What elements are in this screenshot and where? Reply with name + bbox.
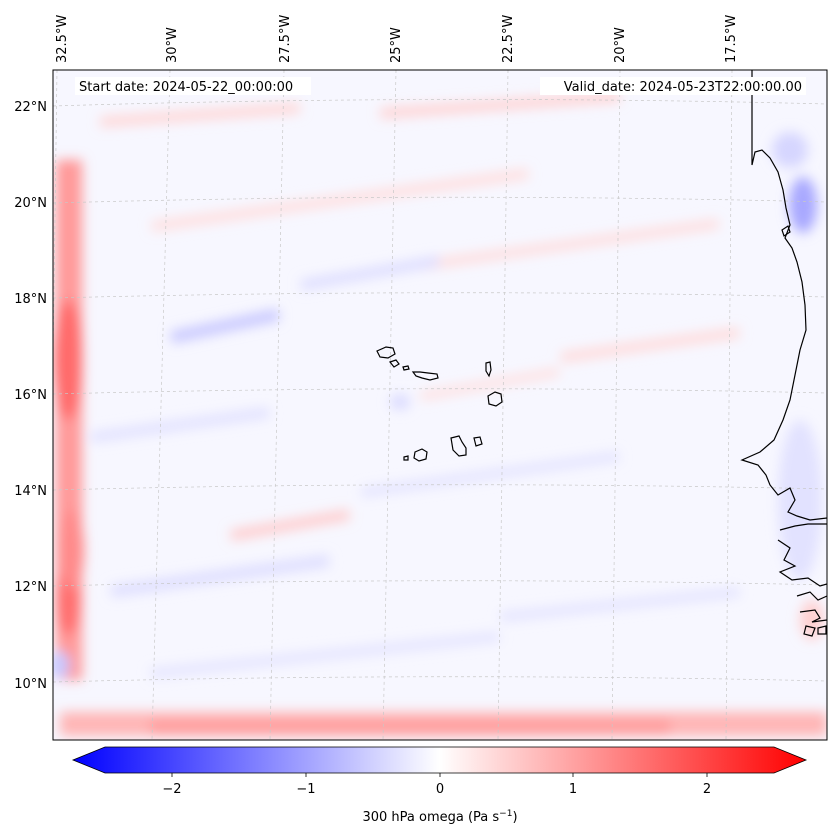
lon-label: 25°W (389, 27, 404, 63)
colorbar: −2 −1 0 1 2 300 hPa omega (Pa s−1) (71, 746, 808, 825)
island-maio (473, 436, 483, 447)
map-frame (52, 69, 828, 741)
lon-label: 22.5°W (501, 15, 516, 63)
start-date-label: Start date: 2024-05-22_00:00:00 (79, 80, 293, 95)
island-brava (403, 455, 409, 461)
colorbar-body (71, 746, 808, 774)
lat-label: 14°N (14, 484, 47, 499)
west-africa-coastline (740, 70, 827, 521)
lon-label: 17.5°W (724, 15, 739, 63)
lon-label: 30°W (165, 27, 180, 63)
island-fogo (413, 448, 428, 462)
gridlines (53, 70, 827, 740)
longitude-labels: 32.5°W 30°W 27.5°W 25°W 22.5°W 20°W 17.5… (55, 15, 739, 63)
coastlines (740, 70, 827, 637)
lat-label: 18°N (14, 292, 47, 307)
lat-label: 22°N (14, 100, 47, 115)
colorbar-tick: 1 (569, 782, 577, 797)
island-santa-luzia (402, 365, 410, 371)
colorbar-tick: −2 (162, 782, 181, 797)
island-boa-vista (487, 391, 503, 407)
omega-field (53, 70, 827, 740)
island-sal (485, 361, 492, 378)
colorbar-tick: −1 (296, 782, 315, 797)
lat-label: 10°N (14, 677, 47, 692)
colorbar-tick: 2 (703, 782, 711, 797)
island-sao-nicolau (411, 371, 439, 381)
lon-label: 27.5°W (278, 15, 293, 63)
cabo-verde-islands (376, 346, 503, 462)
colorbar-tick: 0 (436, 782, 444, 797)
lon-label: 32.5°W (55, 15, 70, 63)
lat-label: 20°N (14, 196, 47, 211)
lat-label: 12°N (14, 580, 47, 595)
lat-label: 16°N (14, 388, 47, 403)
latitude-labels: 22°N 20°N 18°N 16°N 14°N 12°N 10°N (14, 100, 47, 692)
island-santo-antao (376, 346, 396, 359)
lon-label: 20°W (613, 27, 628, 63)
colorbar-label: 300 hPa omega (Pa s−1) (362, 809, 517, 825)
valid-date-label: Valid_date: 2024-05-23T22:00:00.00 (564, 80, 802, 95)
island-santiago (450, 435, 467, 457)
island-sao-vicente (388, 359, 400, 368)
